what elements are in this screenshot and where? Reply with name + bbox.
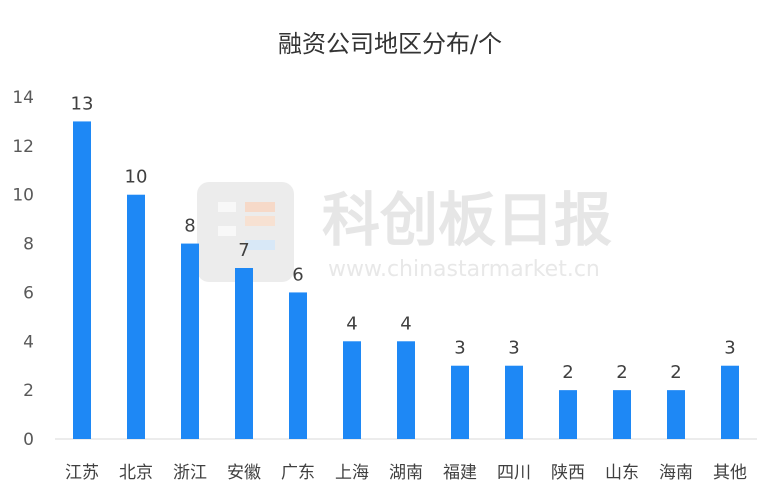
data-label: 3 (454, 338, 465, 359)
x-tick-label: 江苏 (65, 463, 99, 483)
bars (73, 121, 739, 439)
watermark-logo-block (245, 216, 275, 226)
watermark-logo-block (245, 240, 275, 250)
y-tick-label: 2 (23, 381, 34, 401)
data-label: 10 (125, 167, 148, 188)
x-tick-label: 北京 (119, 463, 153, 483)
data-label: 3 (724, 338, 735, 359)
data-label: 2 (670, 362, 681, 383)
watermark-logo-icon (197, 182, 294, 282)
x-axis: 江苏 北京 浙江 安徽 广东 上海 湖南 福建 四川 陕西 山东 海南 其他 (65, 463, 747, 483)
data-labels: 13 10 8 7 6 4 4 3 3 2 2 2 3 (71, 93, 736, 383)
watermark-logo-block (245, 202, 275, 212)
data-label: 4 (400, 313, 411, 334)
y-tick-label: 12 (12, 137, 34, 157)
x-tick-label: 福建 (443, 463, 477, 483)
watermark-logo-block (218, 226, 236, 236)
x-tick-label: 陕西 (551, 463, 585, 483)
watermark: 科创板日报 www.chinastarmarket.cn (197, 182, 612, 282)
x-tick-label: 湖南 (389, 463, 423, 483)
x-tick-label: 安徽 (227, 463, 261, 483)
data-label: 2 (616, 362, 627, 383)
y-tick-label: 0 (23, 430, 34, 450)
bar (127, 194, 145, 439)
bar (235, 268, 253, 439)
data-label: 7 (238, 240, 249, 261)
bar (505, 365, 523, 439)
y-tick-label: 6 (23, 283, 34, 303)
data-label: 4 (346, 313, 357, 334)
y-axis: 0 2 4 6 8 10 12 14 (12, 88, 34, 450)
x-tick-label: 海南 (659, 463, 693, 483)
chart-title: 融资公司地区分布/个 (278, 30, 502, 58)
bar (73, 121, 91, 439)
bar (559, 390, 577, 439)
bar (451, 365, 469, 439)
x-tick-label: 四川 (497, 463, 531, 483)
bar (289, 292, 307, 439)
data-label: 6 (292, 264, 303, 285)
x-tick-label: 其他 (713, 463, 747, 483)
bar (397, 341, 415, 439)
watermark-url: www.chinastarmarket.cn (328, 257, 600, 282)
x-tick-label: 山东 (605, 463, 639, 483)
data-label: 13 (71, 93, 94, 114)
y-tick-label: 4 (23, 332, 34, 352)
bar (181, 243, 199, 439)
watermark-brand: 科创板日报 (322, 186, 612, 254)
data-label: 2 (562, 362, 573, 383)
data-label: 8 (184, 216, 195, 237)
y-tick-label: 14 (12, 88, 34, 108)
x-tick-label: 浙江 (173, 463, 207, 483)
bar (613, 390, 631, 439)
x-tick-label: 上海 (335, 463, 369, 483)
bar (343, 341, 361, 439)
bar (667, 390, 685, 439)
bar (721, 365, 739, 439)
watermark-logo-block (218, 202, 236, 212)
y-tick-label: 8 (23, 235, 34, 255)
y-tick-label: 10 (12, 186, 34, 206)
x-tick-label: 广东 (281, 463, 315, 483)
data-label: 3 (508, 338, 519, 359)
